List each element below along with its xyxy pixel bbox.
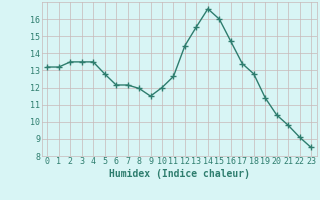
X-axis label: Humidex (Indice chaleur): Humidex (Indice chaleur) — [109, 169, 250, 179]
